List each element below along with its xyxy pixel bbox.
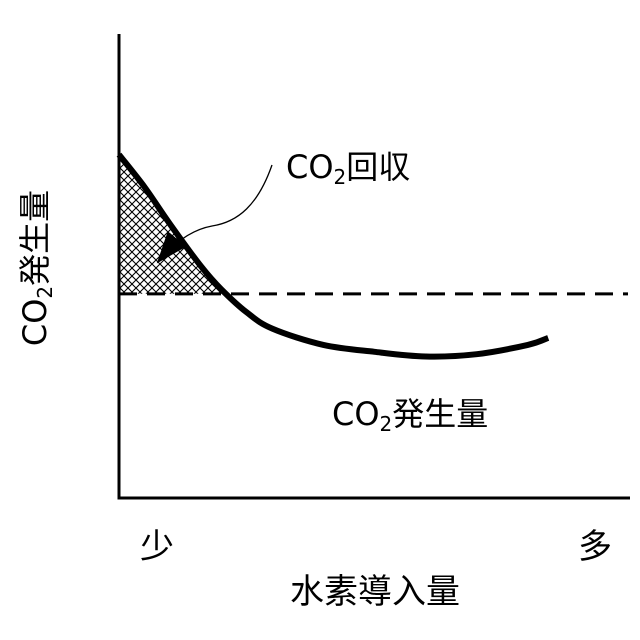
generation-annotation: CO2発生量: [332, 395, 488, 436]
recovery-annotation: CO2回収: [286, 148, 410, 189]
y-axis-label: CO2発生量: [16, 190, 57, 346]
x-tick-label-high: 多: [578, 527, 612, 567]
x-axis-label: 水素導入量: [290, 572, 460, 612]
x-tick-label-low: 少: [140, 527, 174, 567]
